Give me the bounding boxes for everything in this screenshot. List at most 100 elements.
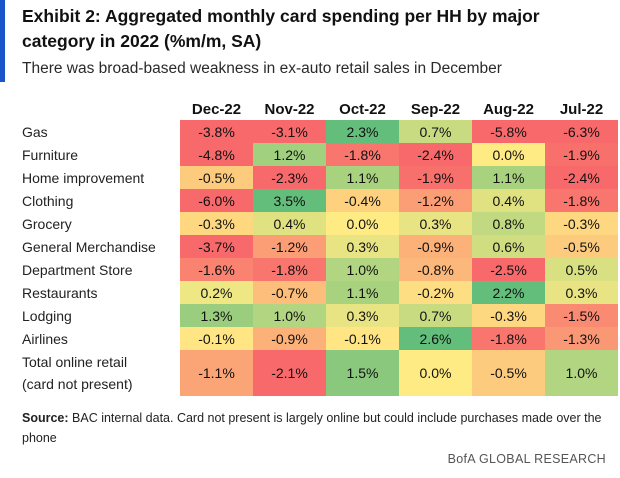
heatmap-cell: 0.7% xyxy=(399,120,472,143)
heatmap-cell: -1.9% xyxy=(545,143,618,166)
table-row: Furniture -4.8% 1.2% -1.8% -2.4% 0.0% -1.9% xyxy=(22,143,618,166)
heatmap-cell: 0.3% xyxy=(326,235,399,258)
chart-subtitle: There was broad-based weakness in ex-aut… xyxy=(22,60,502,77)
heatmap-cell: 1.2% xyxy=(253,143,326,166)
heatmap-cell: -1.2% xyxy=(399,189,472,212)
heatmap-cell: -0.5% xyxy=(545,235,618,258)
heatmap-cell: -0.1% xyxy=(326,327,399,350)
heatmap-cell: -0.3% xyxy=(180,212,253,235)
heatmap-cell: 0.0% xyxy=(472,143,545,166)
accent-bar xyxy=(0,0,5,82)
heatmap-cell: 0.5% xyxy=(545,258,618,281)
table-row: Gas -3.8% -3.1% 2.3% 0.7% -5.8% -6.3% xyxy=(22,120,618,143)
table-row: General Merchandise -3.7% -1.2% 0.3% -0.9% 0.… xyxy=(22,235,618,258)
heatmap-cell: 0.0% xyxy=(399,350,472,396)
heatmap-cell: 1.1% xyxy=(472,166,545,189)
heatmap-cell: -6.3% xyxy=(545,120,618,143)
row-label: Clothing xyxy=(22,192,74,209)
table-row: Restaurants 0.2% -0.7% 1.1% -0.2% 2.2% 0.3% xyxy=(22,281,618,304)
column-header: Oct-22 xyxy=(339,100,386,118)
heatmap-cell: 1.1% xyxy=(326,281,399,304)
heatmap-cell: -0.8% xyxy=(399,258,472,281)
heatmap-cell: 2.6% xyxy=(399,327,472,350)
heatmap-cell: -1.8% xyxy=(326,143,399,166)
heatmap-cell: 0.8% xyxy=(472,212,545,235)
heatmap-cell: 0.4% xyxy=(472,189,545,212)
row-label: Furniture xyxy=(22,146,79,163)
heatmap-cell: -2.4% xyxy=(399,143,472,166)
heatmap-cell: 2.2% xyxy=(472,281,545,304)
source-note: Source: BAC internal data. Card not pres… xyxy=(22,408,607,448)
heatmap-cell: -0.9% xyxy=(253,327,326,350)
heatmap-cell: -1.6% xyxy=(180,258,253,281)
row-label: Airlines xyxy=(22,330,68,347)
heatmap-cell: -3.1% xyxy=(253,120,326,143)
heatmap-cell: -0.5% xyxy=(472,350,545,396)
heatmap-cell: 0.3% xyxy=(399,212,472,235)
row-label: Restaurants xyxy=(22,284,98,301)
heatmap-cell: -1.8% xyxy=(472,327,545,350)
row-label: Gas xyxy=(22,123,48,140)
heatmap-cell: -2.5% xyxy=(472,258,545,281)
row-label: Grocery xyxy=(22,215,72,232)
heatmap-cell: -1.5% xyxy=(545,304,618,327)
row-label: Lodging xyxy=(22,307,72,324)
heatmap-cell: 0.0% xyxy=(326,212,399,235)
heatmap-cell: 0.7% xyxy=(399,304,472,327)
heatmap-cell: 0.4% xyxy=(253,212,326,235)
heatmap-cell: -1.1% xyxy=(180,350,253,396)
heatmap-cell: -2.4% xyxy=(545,166,618,189)
table-row: Department Store -1.6% -1.8% 1.0% -0.8% -2.5%… xyxy=(22,258,618,281)
heatmap-cell: 1.0% xyxy=(545,350,618,396)
heatmap-cell: -2.1% xyxy=(253,350,326,396)
heatmap-cell: -0.3% xyxy=(545,212,618,235)
source-text: BAC internal data. Card not present is l… xyxy=(22,411,602,445)
heatmap-cell: -0.5% xyxy=(180,166,253,189)
table-row: Clothing -6.0% 3.5% -0.4% -1.2% 0.4% -1.8% xyxy=(22,189,618,212)
heatmap-cell: 0.3% xyxy=(326,304,399,327)
chart-title: Exhibit 2: Aggregated monthly card spend… xyxy=(22,6,540,51)
table-row: Home improvement -0.5% -2.3% 1.1% -1.9% 1.1% -… xyxy=(22,166,618,189)
heatmap-cell: -1.8% xyxy=(545,189,618,212)
heatmap-cell: 1.3% xyxy=(180,304,253,327)
column-header-row: Dec-22 Nov-22 Oct-22 Sep-22 Aug-22 Jul-22 xyxy=(22,98,618,120)
table-row: Total online retail (card not present) -1.… xyxy=(22,350,618,396)
heatmap-cell: -1.3% xyxy=(545,327,618,350)
heatmap-cell: -5.8% xyxy=(472,120,545,143)
row-label: General Merchandise xyxy=(22,238,156,255)
heatmap-cell: 1.1% xyxy=(326,166,399,189)
heatmap-body: Gas -3.8% -3.1% 2.3% 0.7% -5.8% -6.3% Furniture… xyxy=(22,120,618,396)
table-row: Airlines -0.1% -0.9% -0.1% 2.6% -1.8% -1.3% xyxy=(22,327,618,350)
heatmap-cell: -0.3% xyxy=(472,304,545,327)
column-header: Nov-22 xyxy=(264,100,315,118)
heatmap-cell: -0.2% xyxy=(399,281,472,304)
heatmap-cell: -1.2% xyxy=(253,235,326,258)
research-credit: BofA GLOBAL RESEARCH xyxy=(447,452,606,466)
heatmap-cell: 0.2% xyxy=(180,281,253,304)
row-label: Department Store xyxy=(22,261,133,278)
row-label: Total online retail (card not present) xyxy=(22,354,133,392)
heatmap-cell: 1.5% xyxy=(326,350,399,396)
heatmap-cell: 0.6% xyxy=(472,235,545,258)
heatmap-cell: -6.0% xyxy=(180,189,253,212)
heatmap-cell: -1.9% xyxy=(399,166,472,189)
column-header: Sep-22 xyxy=(410,100,461,118)
source-label: Source: xyxy=(22,411,69,425)
table-row: Lodging 1.3% 1.0% 0.3% 0.7% -0.3% -1.5% xyxy=(22,304,618,327)
heatmap-cell: 2.3% xyxy=(326,120,399,143)
table-row: Grocery -0.3% 0.4% 0.0% 0.3% 0.8% -0.3% xyxy=(22,212,618,235)
header-corner xyxy=(22,98,180,120)
column-header: Jul-22 xyxy=(559,100,604,118)
heatmap-cell: -0.1% xyxy=(180,327,253,350)
heatmap-cell: -3.8% xyxy=(180,120,253,143)
heatmap-cell: -2.3% xyxy=(253,166,326,189)
heatmap-cell: -0.7% xyxy=(253,281,326,304)
row-label: Home improvement xyxy=(22,169,145,186)
heatmap-cell: -0.4% xyxy=(326,189,399,212)
heatmap-cell: 1.0% xyxy=(326,258,399,281)
column-header: Dec-22 xyxy=(191,100,242,118)
heatmap-cell: -3.7% xyxy=(180,235,253,258)
column-header: Aug-22 xyxy=(483,100,534,118)
heatmap-cell: 3.5% xyxy=(253,189,326,212)
heatmap-cell: -0.9% xyxy=(399,235,472,258)
